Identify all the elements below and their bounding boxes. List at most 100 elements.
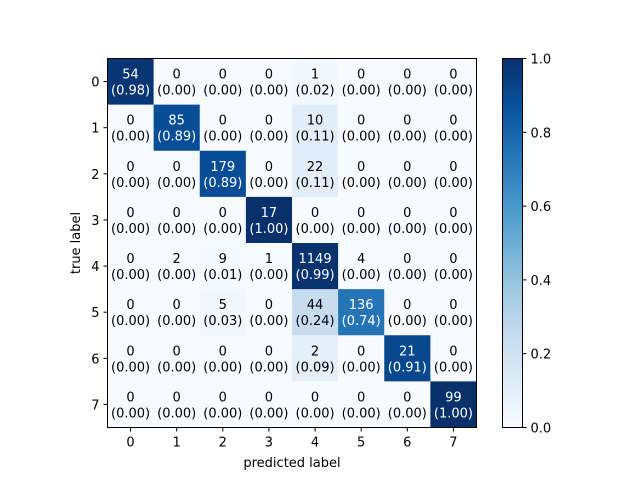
heatmap-cell xyxy=(430,58,477,106)
cell-count-label: 0 xyxy=(311,206,319,221)
heatmap-cell xyxy=(245,196,293,244)
plot-frame xyxy=(107,58,477,428)
heatmap-cell xyxy=(153,58,201,106)
cell-normalized-label: (0.00) xyxy=(203,84,242,99)
cell-normalized-label: (0.00) xyxy=(203,222,242,237)
cell-count-label: 0 xyxy=(403,160,411,175)
cell-normalized-label: (0.09) xyxy=(296,360,335,375)
cell-count-label: 1 xyxy=(265,252,273,267)
heatmap-cell xyxy=(199,381,247,428)
cell-normalized-label: (0.00) xyxy=(249,130,288,145)
cell-count-label: 2 xyxy=(173,252,181,267)
cell-count-label: 0 xyxy=(449,298,457,313)
heatmap-cell xyxy=(384,289,431,336)
heatmap-cell xyxy=(430,150,477,198)
heatmap-cell xyxy=(199,58,247,106)
y-tick-label: 7 xyxy=(91,398,99,413)
cell-count-label: 0 xyxy=(126,114,134,129)
heatmap-cell xyxy=(245,104,293,152)
cell-count-label: 0 xyxy=(357,390,365,405)
cell-normalized-label: (0.00) xyxy=(434,176,473,191)
heatmap-cell xyxy=(107,335,155,382)
colorbar-tick-label: 0.0 xyxy=(531,422,552,437)
cell-normalized-label: (0.00) xyxy=(388,176,427,191)
cell-normalized-label: (0.00) xyxy=(388,314,427,329)
x-tick-label: 7 xyxy=(449,436,457,451)
heatmap-cell xyxy=(245,289,293,336)
colorbar-tick-label: 0.8 xyxy=(531,126,552,141)
cell-count-label: 21 xyxy=(399,344,416,359)
heatmap-cell xyxy=(153,381,201,428)
heatmap-cell xyxy=(199,196,247,244)
heatmap-cell xyxy=(292,196,339,244)
cell-count-label: 0 xyxy=(173,390,181,405)
cell-normalized-label: (0.00) xyxy=(434,360,473,375)
cell-labels: 54(0.98)0(0.00)0(0.00)0(0.00)1(0.02)0(0.… xyxy=(111,68,473,422)
cell-normalized-label: (0.00) xyxy=(249,268,288,283)
heatmap-cell xyxy=(384,243,431,290)
heatmap-cell xyxy=(107,289,155,336)
y-tick-label: 3 xyxy=(91,214,99,229)
cell-normalized-label: (0.00) xyxy=(111,314,150,329)
cell-count-label: 5 xyxy=(219,298,227,313)
cell-normalized-label: (1.00) xyxy=(249,222,288,237)
heatmap-cell xyxy=(430,289,477,336)
cell-normalized-label: (0.74) xyxy=(342,314,381,329)
heatmap-cell xyxy=(245,335,293,382)
y-tick-label: 2 xyxy=(91,168,99,183)
cell-normalized-label: (0.00) xyxy=(157,222,196,237)
cell-normalized-label: (0.98) xyxy=(111,84,150,99)
heatmap-cell xyxy=(245,243,293,290)
heatmap-cell xyxy=(245,381,293,428)
heatmap-cell xyxy=(384,196,431,244)
heatmap-cell xyxy=(153,243,201,290)
cell-count-label: 0 xyxy=(449,252,457,267)
cell-normalized-label: (0.00) xyxy=(434,84,473,99)
cell-normalized-label: (0.00) xyxy=(342,268,381,283)
heatmap-cell xyxy=(107,150,155,198)
cell-count-label: 0 xyxy=(357,206,365,221)
cell-normalized-label: (0.00) xyxy=(203,130,242,145)
cell-normalized-label: (0.00) xyxy=(388,222,427,237)
cell-count-label: 9 xyxy=(219,252,227,267)
cell-normalized-label: (0.00) xyxy=(203,360,242,375)
cell-count-label: 0 xyxy=(219,390,227,405)
cell-count-label: 1149 xyxy=(299,252,332,267)
heatmap-cell xyxy=(338,289,385,336)
heatmap-cell xyxy=(430,335,477,382)
cell-normalized-label: (0.00) xyxy=(157,406,196,421)
heatmap-cell xyxy=(292,289,339,336)
cell-count-label: 85 xyxy=(168,114,185,129)
heatmap-cell xyxy=(245,150,293,198)
cell-count-label: 0 xyxy=(403,114,411,129)
heatmap-cell xyxy=(338,335,385,382)
cell-count-label: 0 xyxy=(219,68,227,83)
cell-normalized-label: (0.00) xyxy=(434,130,473,145)
cell-count-label: 44 xyxy=(307,298,324,313)
heatmap-cell xyxy=(107,381,155,428)
heatmap-cell xyxy=(338,150,385,198)
cell-normalized-label: (0.99) xyxy=(296,268,335,283)
cell-count-label: 0 xyxy=(265,114,273,129)
heatmap-cell xyxy=(245,58,293,106)
cell-normalized-label: (0.00) xyxy=(157,176,196,191)
cell-normalized-label: (0.89) xyxy=(157,130,196,145)
cell-count-label: 0 xyxy=(403,390,411,405)
cell-normalized-label: (0.00) xyxy=(434,314,473,329)
heatmap-cell xyxy=(384,381,431,428)
cell-count-label: 0 xyxy=(357,68,365,83)
cell-normalized-label: (0.00) xyxy=(111,222,150,237)
cell-normalized-label: (0.00) xyxy=(342,130,381,145)
x-tick-label: 4 xyxy=(311,436,319,451)
x-axis-label: predicted label xyxy=(243,456,340,471)
cell-normalized-label: (0.00) xyxy=(203,406,242,421)
heatmap-cell xyxy=(430,243,477,290)
cell-count-label: 0 xyxy=(357,160,365,175)
x-tick-label: 0 xyxy=(126,436,134,451)
cell-normalized-label: (0.00) xyxy=(157,314,196,329)
cell-count-label: 0 xyxy=(126,390,134,405)
cell-count-label: 136 xyxy=(349,298,374,313)
heatmap-cell xyxy=(384,104,431,152)
cell-count-label: 0 xyxy=(311,390,319,405)
cell-normalized-label: (0.00) xyxy=(342,360,381,375)
